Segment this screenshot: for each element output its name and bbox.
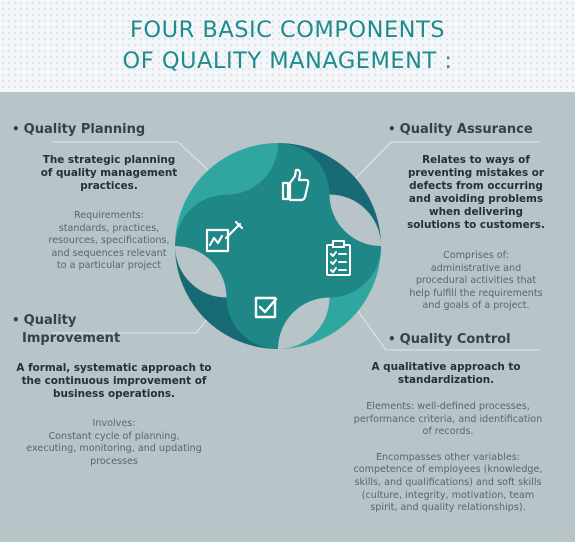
connector-assurance — [355, 141, 540, 179]
segment-core — [175, 143, 381, 349]
assurance-desc-line: Relates to ways of — [422, 154, 530, 166]
assurance-desc-line: solutions to customers. — [407, 219, 545, 231]
planning-title: • Quality Planning — [12, 120, 145, 139]
control-title-text: Quality Control — [399, 332, 511, 347]
connector-planning — [52, 141, 209, 171]
improvement-description: A formal, systematic approach to the con… — [14, 362, 214, 401]
control-detail-line: (culture, integrity, motivation, team — [361, 489, 535, 501]
assurance-title: • Quality Assurance — [388, 120, 533, 139]
control-detail-line: of records. — [422, 426, 474, 438]
assurance-detail-line: administrative and — [430, 262, 522, 274]
improvement-title-line-2: Improvement — [22, 331, 121, 346]
wheel-segments — [175, 143, 381, 349]
header-banner: FOUR BASIC COMPONENTS OF QUALITY MANAGEM… — [0, 0, 575, 92]
improvement-desc-line: the continuous improvement of — [21, 375, 207, 387]
assurance-description: Relates to ways of preventing mistakes o… — [388, 154, 564, 232]
control-detail-line: spirit, and quality relationships). — [370, 502, 526, 514]
improvement-bullet: • — [12, 313, 20, 327]
control-detail-line: Elements: well-defined processes, — [366, 401, 530, 412]
planning-detail-line: Requirements: — [74, 210, 144, 221]
assurance-desc-line: when delivering — [428, 206, 523, 218]
control-detail-line: performance criteria, and identification — [353, 413, 543, 425]
planning-desc-line: practices. — [80, 180, 138, 192]
assurance-detail-line: Comprises of: — [443, 250, 509, 261]
assurance-desc-line: and avoiding problems — [408, 193, 544, 205]
assurance-detail-line: procedural activities that — [415, 275, 537, 287]
control-detail-line: competence of employees (knowledge, — [353, 464, 543, 476]
planning-detail-line: to a particular project — [56, 260, 162, 272]
control-detail-line: Encompasses other variables: — [375, 451, 521, 463]
assurance-detail-line: and goals of a project. — [422, 300, 530, 312]
page-title: FOUR BASIC COMPONENTS OF QUALITY MANAGEM… — [0, 0, 575, 77]
control-desc-line: A qualitative approach to — [371, 361, 521, 373]
planning-detail-line: and sequences relevant — [51, 247, 167, 259]
control-description: A qualitative approach to standardizatio… — [346, 361, 546, 387]
title-line-1: FOUR BASIC COMPONENTS — [129, 17, 446, 43]
assurance-desc-line: defects from occurring — [409, 180, 543, 192]
assurance-bullet: • — [388, 122, 396, 136]
improvement-title-line-1: Quality — [23, 313, 77, 328]
planning-bullet: • — [12, 122, 20, 136]
planning-detail-line: resources, specifications, — [48, 235, 170, 247]
control-details: Elements: well-defined processes, perfor… — [336, 401, 560, 515]
assurance-details: Comprises of: administrative and procedu… — [388, 250, 564, 313]
assurance-desc-line: preventing mistakes or — [407, 167, 545, 179]
control-desc-line: standardization. — [397, 374, 495, 386]
improvement-detail-line: Constant cycle of planning, — [48, 430, 180, 442]
improvement-desc-line: A formal, systematic approach to — [16, 362, 212, 374]
planning-title-text: Quality Planning — [23, 122, 146, 137]
checkbox-tick-icon — [254, 296, 278, 319]
planning-desc-line: of quality management — [40, 167, 178, 179]
thumbs-up-icon — [281, 168, 310, 202]
control-bullet: • — [388, 332, 396, 346]
assurance-title-text: Quality Assurance — [399, 122, 533, 137]
connector-control — [349, 299, 540, 351]
improvement-detail-line: Involves: — [92, 418, 136, 429]
control-title: • Quality Control — [388, 330, 511, 349]
planning-desc-line: The strategic planning — [42, 154, 176, 166]
assurance-detail-line: help fulfill the requirements — [409, 287, 543, 299]
improvement-detail-line: processes — [90, 455, 138, 467]
improvement-details: Involves: Constant cycle of planning, ex… — [14, 418, 214, 468]
improvement-detail-line: executing, monitoring, and updating — [26, 443, 202, 455]
planning-details: Requirements: standards, practices, reso… — [22, 210, 196, 273]
edit-form-icon — [205, 220, 244, 253]
improvement-desc-line: business operations. — [53, 388, 175, 400]
improvement-title: • Quality Improvement — [12, 311, 120, 348]
title-line-2: OF QUALITY MANAGEMENT : — [122, 48, 453, 74]
planning-description: The strategic planning of quality manage… — [22, 154, 196, 193]
control-detail-line: skills, and qualifications) and soft ski… — [354, 476, 542, 488]
planning-detail-line: standards, practices, — [58, 222, 160, 234]
clipboard-checklist-icon — [326, 240, 351, 276]
